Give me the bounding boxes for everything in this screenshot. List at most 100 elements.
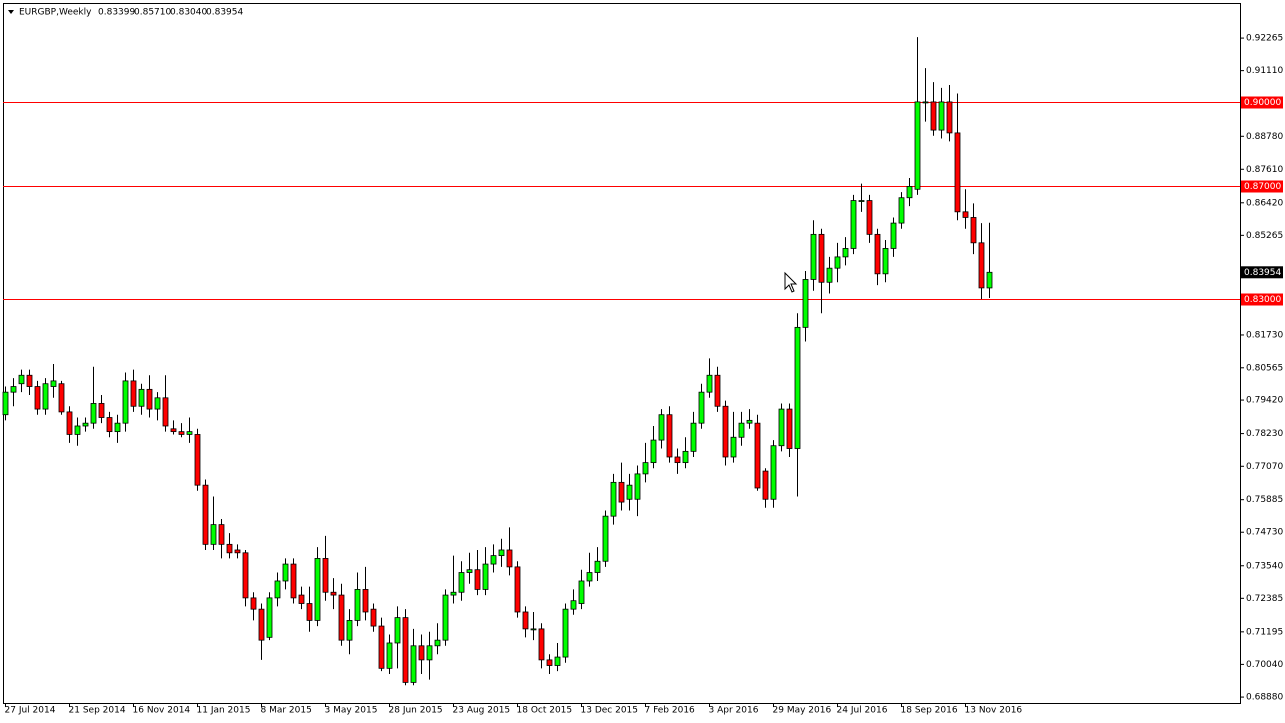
candle-body: [674, 456, 681, 464]
candle-body: [706, 374, 713, 393]
ohlc-open: 0.83399: [98, 8, 135, 18]
candle-body: [42, 383, 49, 410]
candle-body: [314, 558, 321, 621]
y-tick-label: 0.70040: [1246, 660, 1283, 670]
candle-body: [866, 200, 873, 235]
level-label: 0.90000: [1244, 98, 1281, 108]
x-tick-label: 28 Jun 2015: [389, 706, 443, 716]
candle-body: [154, 397, 161, 410]
plot-frame: [3, 3, 1241, 704]
candle-body: [538, 628, 545, 661]
header: EURGBP,Weekly 0.83399 0.85710 0.83040 0.…: [8, 8, 243, 18]
x-tick-label: 23 Aug 2015: [453, 706, 511, 716]
y-tick-label: 0.86420: [1246, 198, 1283, 208]
x-tick-label: 7 Feb 2016: [645, 706, 696, 716]
y-tick-label: 0.74730: [1246, 528, 1283, 538]
ohlc-low: 0.83040: [170, 8, 207, 18]
candle-body: [434, 639, 441, 647]
candle-body: [338, 594, 345, 641]
candle-body: [682, 450, 689, 464]
candle-body: [874, 233, 881, 275]
candle-body: [58, 383, 65, 413]
candle-body: [122, 380, 129, 424]
candle-body: [962, 211, 969, 218]
x-tick-label: 18 Sep 2016: [901, 706, 958, 716]
candle-body: [378, 625, 385, 669]
candle-body: [250, 597, 257, 610]
y-tick-label: 0.92265: [1246, 34, 1283, 44]
candle-body: [282, 563, 289, 582]
candle-body: [658, 414, 665, 441]
y-tick-label: 0.80565: [1246, 363, 1283, 373]
y-tick-label: 0.87610: [1246, 165, 1283, 175]
y-tick-label: 0.85265: [1246, 231, 1283, 241]
candle-body: [930, 101, 937, 131]
candle-body: [306, 603, 313, 621]
y-tick-label: 0.79420: [1246, 396, 1283, 406]
candle-body: [386, 642, 393, 669]
candle-body: [426, 645, 433, 661]
x-tick-label: 29 May 2016: [773, 706, 832, 716]
candle-body: [482, 563, 489, 590]
candle-body: [10, 386, 17, 393]
y-tick-label: 0.71195: [1246, 627, 1283, 637]
candle-body: [370, 608, 377, 627]
candle-body: [570, 600, 577, 610]
candle-body: [34, 386, 41, 410]
candle-body: [554, 656, 561, 666]
candle-body: [586, 572, 593, 582]
candle-body: [906, 186, 913, 199]
candle-body: [578, 580, 585, 604]
candle-body: [394, 617, 401, 644]
candle-body: [218, 524, 225, 545]
x-tick-label: 24 Jul 2016: [837, 706, 888, 716]
candle-body: [74, 425, 81, 435]
candle-body: [178, 431, 185, 435]
candle-body: [474, 569, 481, 590]
y-tick-label: 0.72385: [1246, 594, 1283, 604]
candle-body: [2, 391, 9, 416]
candle-body: [890, 222, 897, 249]
candle-body: [794, 326, 801, 449]
candle-body: [90, 403, 97, 424]
candle-body: [914, 101, 921, 190]
y-tick-label: 0.77070: [1246, 462, 1283, 472]
candle-body: [466, 569, 473, 573]
candle-body: [762, 470, 769, 500]
candle-body: [458, 572, 465, 593]
candle-body: [82, 422, 89, 427]
ohlc-close: 0.83954: [206, 8, 243, 18]
candle-body: [642, 462, 649, 475]
candle-body: [138, 388, 145, 407]
candle-body: [162, 397, 169, 427]
candle-body: [18, 374, 25, 385]
candle-body: [266, 597, 273, 638]
candle-body: [442, 594, 449, 641]
y-tick-label: 0.91110: [1246, 66, 1283, 76]
menu-arrow: [8, 10, 14, 14]
candle-body: [298, 594, 305, 604]
candle-body: [946, 101, 953, 134]
candle-body: [898, 197, 905, 224]
candle-body: [690, 422, 697, 452]
candle-body: [730, 436, 737, 458]
x-tick-label: 13 Dec 2015: [581, 706, 639, 716]
candle-body: [66, 411, 73, 435]
candle-body: [626, 484, 633, 500]
y-tick-label: 0.78230: [1246, 429, 1283, 439]
x-tick-label: 3 May 2015: [325, 706, 378, 716]
candle-body: [562, 608, 569, 658]
candle-body: [818, 233, 825, 283]
y-tick-label: 0.88780: [1246, 132, 1283, 142]
candle-body: [506, 549, 513, 568]
candle-body: [802, 279, 809, 328]
candle-body: [226, 543, 233, 554]
current-price-label: 0.83954: [1244, 268, 1281, 278]
mouse-cursor: [784, 271, 798, 293]
x-tick-label: 16 Nov 2014: [133, 706, 191, 716]
candle-body: [26, 374, 33, 387]
candle-body: [530, 628, 537, 631]
level-label: 0.83000: [1244, 295, 1281, 305]
candle-body: [754, 422, 761, 489]
